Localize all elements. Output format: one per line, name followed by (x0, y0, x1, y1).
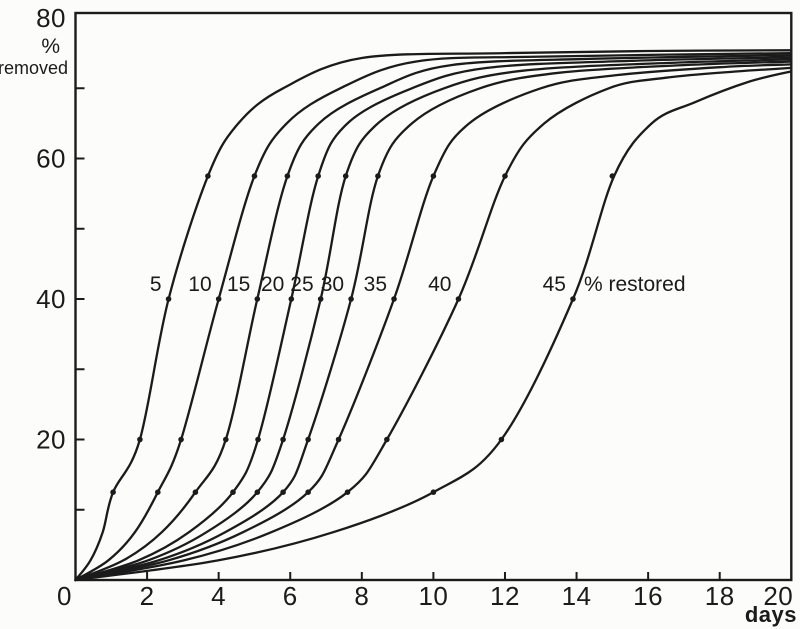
data-point-10 (155, 489, 161, 495)
curve-25 (74, 58, 793, 582)
x-axis-tick-label: 4 (211, 581, 226, 611)
data-point-15 (284, 173, 291, 179)
y-axis-tick-label: 60 (36, 144, 66, 174)
x-axis-tick-label: 20 (763, 581, 793, 611)
data-point-20 (255, 436, 261, 443)
x-axis-tick-label: 6 (283, 581, 298, 611)
data-point-40 (455, 296, 462, 302)
curve-10 (74, 51, 793, 582)
chart-generated-content: 0 2 4 6 8 10 12 14 16 18 20 20 40 60 80 5 10 15 20 25 30 35 40… (36, 3, 793, 611)
y-axis-unit-label: % (41, 35, 60, 58)
curve-35 (74, 63, 793, 582)
curve-label-25: 25 (290, 273, 313, 296)
data-point-30 (280, 489, 286, 495)
x-axis-tick-label: 8 (354, 581, 369, 611)
data-point-30 (375, 173, 381, 179)
x-axis-tick-label: 2 (140, 581, 155, 611)
data-point-45 (570, 296, 576, 302)
data-point-30 (348, 296, 354, 302)
data-point-45 (430, 489, 437, 495)
x-axis-title: days (745, 602, 797, 627)
curve-5 (74, 49, 793, 582)
data-point-10 (178, 436, 184, 443)
data-point-20 (230, 489, 236, 495)
data-point-35 (430, 173, 437, 179)
y-axis-title: removed (0, 58, 68, 78)
data-point-45 (498, 436, 505, 443)
restored-annotation: % restored (584, 273, 686, 296)
data-point-40 (384, 436, 390, 443)
x-axis-tick-label: 10 (418, 581, 448, 611)
data-point-20 (315, 173, 321, 179)
curve-label-5: 5 (150, 273, 162, 296)
data-point-25 (342, 173, 349, 179)
data-point-5 (110, 489, 116, 495)
data-point-10 (251, 173, 258, 179)
data-point-5 (205, 173, 211, 179)
data-point-35 (335, 436, 342, 443)
data-point-25 (317, 296, 324, 302)
data-point-35 (305, 489, 311, 495)
x-axis-tick-label: 14 (562, 581, 592, 611)
data-point-15 (223, 436, 229, 443)
curve-label-40: 40 (428, 273, 451, 296)
y-axis-tick-label: 40 (36, 284, 66, 314)
curve-label-15: 15 (227, 273, 250, 296)
curve-40 (74, 66, 793, 582)
curve-label-30: 30 (321, 273, 344, 296)
data-point-5 (137, 436, 143, 443)
data-point-35 (391, 296, 397, 302)
data-point-15 (254, 296, 261, 302)
data-point-30 (305, 436, 311, 443)
curve-label-20: 20 (261, 273, 284, 296)
x-axis-tick-label: 18 (705, 581, 735, 611)
data-point-15 (192, 489, 199, 495)
curve-20 (74, 56, 793, 582)
data-point-5 (165, 296, 172, 302)
data-point-25 (254, 489, 261, 495)
data-point-20 (288, 296, 295, 302)
data-point-40 (502, 173, 508, 179)
x-axis-tick-label: 12 (490, 581, 520, 611)
data-point-10 (215, 296, 222, 302)
data-point-25 (280, 436, 286, 443)
data-point-40 (344, 489, 351, 495)
x-axis-tick-label: 0 (57, 581, 72, 611)
curve-label-10: 10 (188, 273, 211, 296)
y-axis-tick-label: 80 (36, 3, 66, 33)
curve-label-45: 45 (543, 273, 566, 296)
curve-30 (74, 60, 793, 582)
data-point-45 (609, 173, 616, 179)
y-axis-tick-label: 20 (36, 425, 66, 455)
curve-15 (74, 54, 793, 582)
curve-label-35: 35 (364, 273, 387, 296)
x-axis-tick-label: 16 (633, 581, 663, 611)
curve-45 (74, 70, 793, 582)
